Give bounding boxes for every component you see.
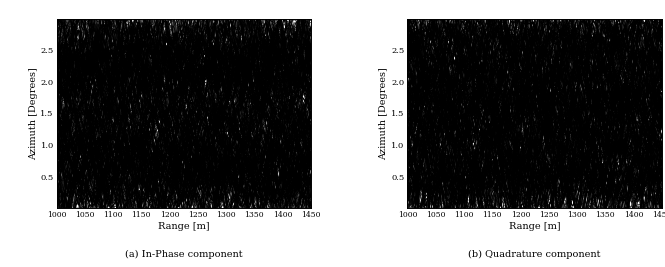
Text: (b) Quadrature component: (b) Quadrature component — [468, 250, 600, 259]
Y-axis label: Azimuth [Degrees]: Azimuth [Degrees] — [29, 67, 38, 160]
X-axis label: Range [m]: Range [m] — [158, 222, 209, 231]
X-axis label: Range [m]: Range [m] — [509, 222, 561, 231]
Y-axis label: Azimuth [Degrees]: Azimuth [Degrees] — [380, 67, 388, 160]
Text: (a) In-Phase component: (a) In-Phase component — [125, 250, 243, 259]
